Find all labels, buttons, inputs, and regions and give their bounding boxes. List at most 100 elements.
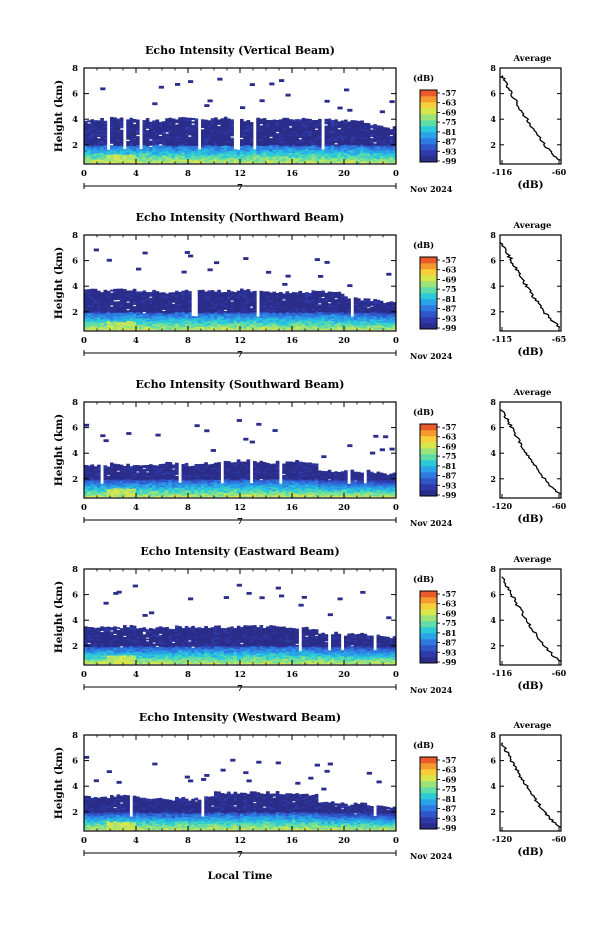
heatmap-cell <box>106 157 111 160</box>
heatmap-cell <box>90 157 95 160</box>
heatmap-cell <box>285 129 290 133</box>
heatmap-cell <box>353 131 358 134</box>
heatmap-cell <box>282 124 286 127</box>
heatmap-cell <box>113 148 117 151</box>
heatmap-cell <box>272 151 277 154</box>
heatmap-cell <box>223 125 228 128</box>
heatmap-cell <box>194 121 199 124</box>
heatmap-cell <box>373 153 377 156</box>
heatmap-cell <box>201 147 205 150</box>
heatmap-cell <box>171 161 176 164</box>
heatmap-cell <box>266 138 270 141</box>
heatmap-cell <box>152 152 156 155</box>
heatmap-cell <box>175 152 179 155</box>
heatmap-cell <box>194 123 199 126</box>
heatmap-cell <box>132 306 137 309</box>
heatmap-cell <box>116 161 121 164</box>
heatmap-cell <box>379 152 384 155</box>
heatmap-cell <box>188 154 192 157</box>
heatmap-cell <box>126 134 130 137</box>
heatmap-cell <box>324 118 329 121</box>
heatmap-cell <box>191 157 195 160</box>
heatmap-cell <box>324 130 329 133</box>
upper-echo-cell <box>347 284 353 288</box>
heatmap-cell <box>145 121 150 124</box>
heatmap-cell <box>370 138 374 140</box>
heatmap-cell <box>344 121 348 124</box>
heatmap-cell <box>165 154 169 157</box>
heatmap-cell <box>366 132 371 135</box>
heatmap-cell <box>344 122 348 125</box>
heatmap-cell <box>162 147 166 150</box>
heatmap-cell <box>249 139 254 142</box>
heatmap-cell <box>184 159 189 162</box>
heatmap-cell <box>210 131 215 134</box>
heatmap-cell <box>379 132 384 135</box>
heatmap-cell <box>344 129 348 132</box>
heatmap-cell <box>119 136 124 139</box>
heatmap-cell <box>272 147 277 150</box>
heatmap-cell <box>288 132 293 135</box>
heatmap-cell <box>301 161 306 164</box>
heatmap-cell <box>246 131 251 134</box>
heatmap-cell <box>269 151 273 154</box>
heatmap-cell <box>275 121 280 124</box>
heatmap-cell <box>93 152 98 155</box>
heatmap-cell <box>236 159 241 162</box>
heatmap-cell <box>246 157 251 160</box>
heatmap-cell <box>223 127 228 130</box>
heatmap-cell <box>217 152 221 155</box>
heatmap-cell <box>184 157 189 160</box>
average-profile-line <box>499 75 561 161</box>
heatmap-cell <box>217 129 221 132</box>
heatmap-cell <box>243 146 247 149</box>
heatmap-cell <box>269 159 273 162</box>
heatmap-cell <box>210 161 215 164</box>
heatmap-cell <box>207 120 212 123</box>
heatmap-cell <box>298 129 303 132</box>
heatmap-cell <box>214 124 218 127</box>
heatmap-cell <box>324 147 329 150</box>
heatmap-cell <box>175 161 179 164</box>
heatmap-cell <box>87 152 91 155</box>
heatmap-cell <box>204 161 208 164</box>
heatmap-cell <box>298 139 303 142</box>
heatmap-cell <box>334 122 338 125</box>
heatmap-cell <box>97 120 101 123</box>
heatmap-cell <box>171 155 176 159</box>
heatmap-cell <box>223 159 228 162</box>
heatmap-cell <box>158 158 163 160</box>
heatmap-cell <box>106 156 111 159</box>
heatmap-cell <box>149 128 153 131</box>
heatmap-cell <box>314 154 319 157</box>
heatmap-cell <box>223 120 228 123</box>
heatmap-cell <box>292 121 296 124</box>
heatmap-cell <box>357 124 361 127</box>
heatmap-cell <box>308 159 312 162</box>
heatmap-cell <box>353 135 358 138</box>
heatmap-cell <box>321 159 325 162</box>
upper-echo-cell <box>204 104 210 108</box>
heatmap-cell <box>288 119 293 122</box>
heatmap-cell <box>175 136 179 139</box>
heatmap-cell <box>243 129 247 132</box>
heatmap-cell <box>279 157 283 160</box>
heatmap-cell <box>210 118 215 121</box>
heatmap-cell <box>210 135 215 138</box>
heatmap-cell <box>149 126 153 129</box>
heatmap-cell <box>347 129 351 132</box>
heatmap-cell <box>314 126 319 129</box>
heatmap-cell <box>285 138 290 141</box>
heatmap-cell <box>243 145 247 148</box>
heatmap-cell <box>84 138 88 141</box>
heatmap-cell <box>152 151 156 154</box>
heatmap-cell <box>240 154 244 157</box>
heatmap-cell <box>376 133 381 136</box>
heatmap-cell <box>311 138 316 141</box>
heatmap-cell <box>197 149 202 152</box>
heatmap-cell <box>119 122 124 125</box>
heatmap-cell <box>308 150 312 154</box>
heatmap-cell <box>311 290 316 293</box>
heatmap-cell <box>178 148 182 151</box>
heatmap-cell <box>181 290 186 293</box>
